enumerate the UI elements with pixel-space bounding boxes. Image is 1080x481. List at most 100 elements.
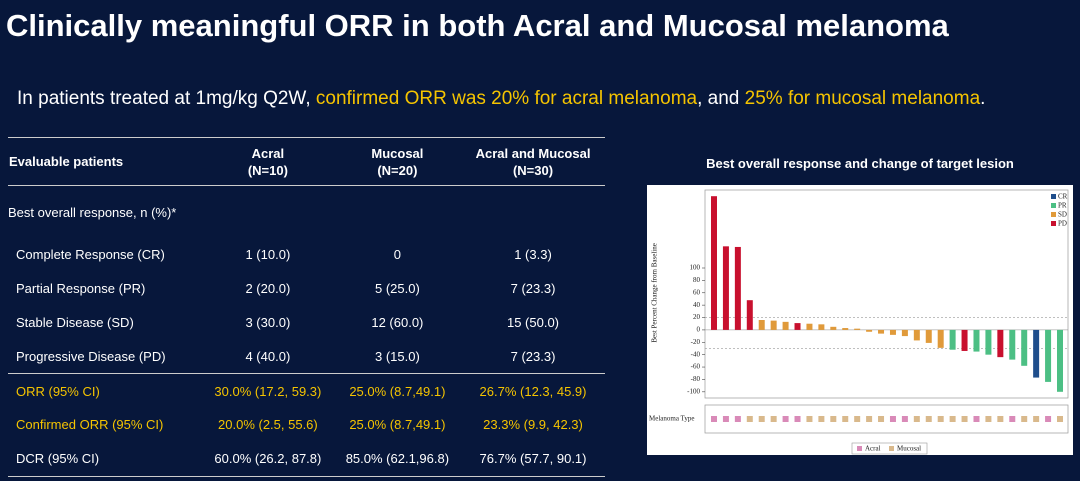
table-row: DCR (95% CI) 60.0% (26.2, 87.8) 85.0% (62.…: [8, 441, 605, 477]
type-marker: [1009, 416, 1016, 422]
type-legend-swatch: [857, 446, 862, 451]
bar: [985, 329, 992, 355]
table-cell: 3 (15.0): [374, 348, 420, 364]
table-row: Progressive Disease (PD) 4 (40.0) 3 (15.0)…: [8, 339, 605, 373]
legend-swatch: [1051, 194, 1056, 199]
bar: [782, 321, 789, 330]
type-marker: [1021, 416, 1028, 422]
y-tick-label: 60: [693, 288, 701, 296]
legend-swatch: [1051, 212, 1056, 217]
y-tick-label: 100: [690, 264, 701, 272]
y-axis-label: Best Percent Change from Baseline: [651, 243, 659, 343]
type-marker: [913, 416, 920, 422]
type-legend-frame: [851, 442, 928, 455]
type-marker: [878, 416, 885, 422]
table-cell: 3 (30.0): [245, 314, 291, 330]
bar: [997, 329, 1004, 358]
bar: [806, 323, 813, 330]
header-name: Mucosal: [371, 145, 424, 161]
table-row: Complete Response (CR) 1 (10.0) 0 1 (3.3): [8, 238, 605, 272]
table-cell: 12 (60.0): [371, 314, 424, 330]
bar: [889, 329, 896, 335]
y-tick-label: -60: [691, 363, 701, 371]
type-frame: [704, 404, 1069, 434]
table-cell: Complete Response (CR): [16, 247, 165, 263]
table-row: Best overall response, n (%)*: [8, 186, 605, 239]
table-cell: 7 (23.3): [510, 281, 556, 297]
y-tick-label: 20: [693, 313, 701, 321]
chart-title: Best overall response and change of targ…: [706, 156, 1014, 171]
header-name: Acral: [251, 145, 285, 161]
bar: [830, 326, 837, 330]
table-row: Partial Response (PR) 2 (20.0) 5 (25.0) 7 (…: [8, 272, 605, 306]
legend-label: CR: [1058, 193, 1068, 201]
table-cell: Progressive Disease (PD): [16, 348, 166, 364]
bar: [746, 300, 753, 330]
table-cell: 2 (20.0): [245, 281, 291, 297]
header-n: (N=20): [377, 162, 418, 178]
type-marker: [889, 416, 896, 422]
table-row: Confirmed ORR (95% CI) 20.0% (2.5, 55.6) 2…: [8, 408, 605, 442]
bar: [842, 328, 849, 330]
y-tick-label: -40: [691, 350, 701, 358]
type-marker: [997, 416, 1004, 422]
y-tick-label: -100: [687, 387, 700, 395]
bar: [878, 329, 885, 334]
table-cell: 1 (10.0): [245, 247, 291, 263]
header-name: Evaluable patients: [9, 154, 124, 169]
table-cell: 25.0% (8.7,49.1): [333, 373, 462, 408]
table-cell: ORR (95% CI): [8, 373, 203, 408]
table-cell: 30.0% (17.2, 59.3): [202, 373, 334, 408]
type-legend-label: Acral: [865, 445, 881, 453]
bar: [854, 328, 861, 330]
subtitle-text: .: [980, 88, 986, 109]
table-cell: Partial Response (PR): [16, 281, 146, 297]
type-marker: [842, 416, 849, 422]
table-cell: 23.3% (9.9, 42.3): [483, 417, 583, 433]
column-header: Evaluable patients: [8, 137, 203, 186]
table-cell: 15 (50.0): [506, 314, 560, 330]
bar: [901, 329, 908, 337]
type-marker: [949, 416, 956, 422]
table-cell: 76.7% (57.7, 90.1): [461, 441, 605, 477]
legend-label: PR: [1058, 202, 1067, 210]
y-tick-label: 80: [693, 276, 701, 284]
subtitle-text: , and: [697, 88, 745, 109]
highlight-text: confirmed ORR was 20% for acral melanoma: [315, 88, 698, 109]
table-cell: 20.0% (2.5, 55.6): [218, 417, 318, 433]
type-marker: [806, 416, 813, 422]
header-name: Acral and Mucosal: [475, 145, 591, 161]
type-legend-swatch: [889, 446, 894, 451]
bar: [770, 320, 777, 330]
y-tick-label: 40: [693, 301, 701, 309]
type-marker: [734, 416, 741, 422]
column-header: Mucosal (N=20): [333, 137, 462, 186]
bar: [1057, 329, 1063, 392]
y-tick-label: -80: [691, 375, 701, 383]
table-cell: Confirmed ORR (95% CI): [16, 417, 164, 433]
type-marker: [937, 416, 944, 422]
table-row: Stable Disease (SD) 3 (30.0) 12 (60.0) 15 (…: [8, 306, 605, 340]
type-marker: [854, 416, 861, 422]
type-marker: [1045, 416, 1052, 422]
type-marker: [746, 416, 753, 422]
type-marker: [830, 416, 837, 422]
table-cell: 25.0% (8.7,49.1): [349, 417, 446, 433]
type-marker: [985, 416, 992, 422]
table-row: ORR (95% CI) 30.0% (17.2, 59.3) 25.0% (8.7…: [8, 373, 605, 408]
subtitle-text: In patients treated at 1mg/kg Q2W,: [17, 88, 316, 109]
type-marker: [1033, 416, 1040, 422]
legend-swatch: [1051, 203, 1056, 208]
bar: [794, 323, 801, 330]
table-cell: 85.0% (62.1,96.8): [333, 441, 462, 477]
table-cell: Best overall response, n (%)*: [8, 204, 177, 220]
type-marker: [758, 416, 765, 422]
column-header: Acral and Mucosal (N=30): [461, 137, 605, 186]
bar: [913, 329, 920, 341]
type-marker: [973, 416, 980, 422]
subtitle: In patients treated at 1mg/kg Q2W, confi…: [17, 88, 985, 110]
bar: [866, 329, 873, 332]
bar: [1045, 329, 1052, 382]
bar: [949, 329, 956, 350]
